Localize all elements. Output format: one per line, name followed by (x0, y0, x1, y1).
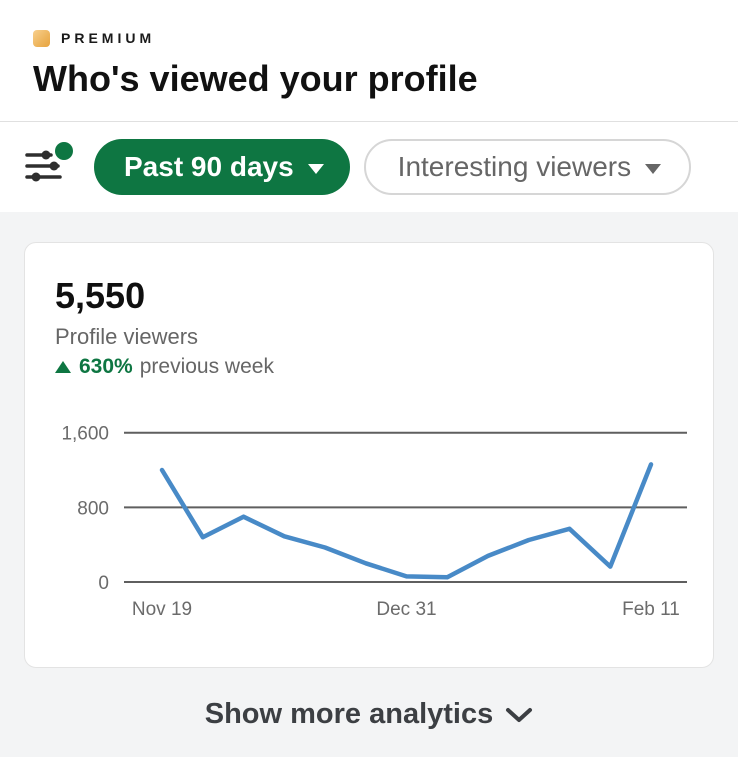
premium-icon (33, 29, 50, 47)
page-title: Who's viewed your profile (33, 58, 478, 99)
time-range-label: Past 90 days (124, 151, 294, 182)
viewer-type-filter-button[interactable]: Interesting viewers (363, 139, 692, 195)
delta-row: 630% previous week (55, 355, 274, 379)
profile-viewers-card: 5,550 Profile viewers 630% previous week… (24, 242, 714, 668)
viewers-trend-line (159, 462, 654, 580)
profile-viewers-chart: 0 800 1,600 Nov 19 Dec 31 Feb 11 (61, 424, 687, 620)
filters-button[interactable] (24, 141, 74, 193)
y-axis-tick-label: 1,600 (61, 424, 109, 445)
page-header: PREMIUM Who's viewed your profile (0, 0, 738, 122)
chevron-down-icon (307, 164, 324, 174)
x-axis-tick-label: Nov 19 (132, 599, 192, 620)
analytics-section: 5,550 Profile viewers 630% previous week… (0, 212, 738, 757)
premium-label: PREMIUM (61, 30, 156, 46)
x-axis-tick-label: Dec 31 (376, 599, 436, 620)
show-more-analytics-button[interactable]: Show more analytics (205, 698, 534, 731)
show-more-label: Show more analytics (204, 698, 494, 730)
notification-dot (55, 142, 73, 160)
x-axis-tick-label: Feb 11 (622, 599, 680, 620)
filter-bar: Past 90 days Interesting viewers (0, 122, 738, 212)
time-range-filter-button[interactable]: Past 90 days (94, 139, 350, 195)
chevron-down-icon (645, 164, 662, 174)
premium-badge: PREMIUM (33, 28, 705, 48)
sliders-filter-icon (25, 142, 73, 182)
increase-arrow-icon (55, 361, 71, 373)
viewers-count: 5,550 (55, 275, 146, 316)
chevron-down-icon (506, 707, 533, 722)
y-axis-tick-label: 0 (98, 573, 109, 594)
viewers-count-label: Profile viewers (55, 324, 199, 349)
delta-percent: 630% (79, 355, 133, 378)
viewer-type-label: Interesting viewers (397, 151, 632, 182)
delta-label: previous week (139, 355, 274, 378)
y-axis-tick-label: 800 (77, 498, 109, 519)
